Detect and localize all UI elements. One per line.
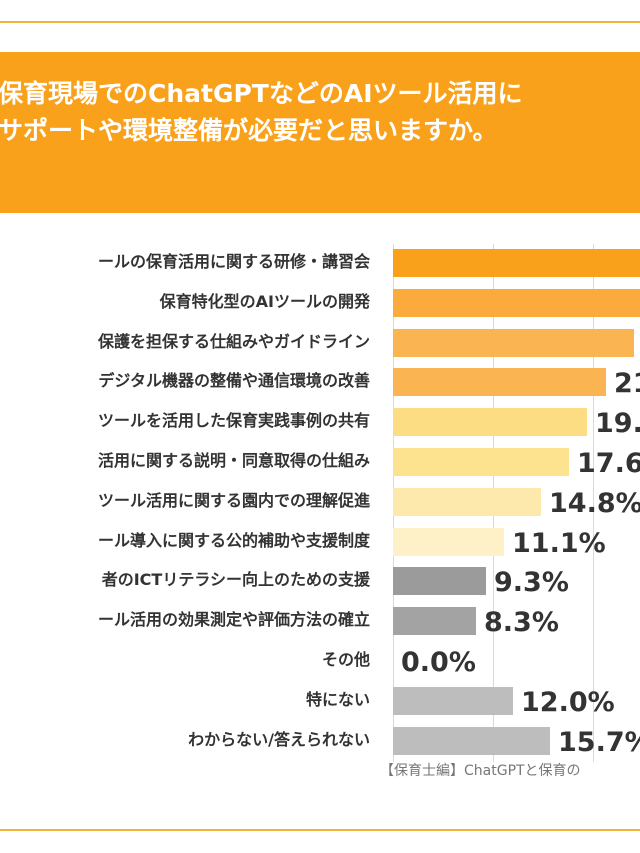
bar bbox=[393, 288, 640, 317]
source-note: 【保育士編】ChatGPTと保育の bbox=[380, 763, 581, 779]
bar bbox=[393, 408, 587, 437]
category-label: ール活用の効果測定や評価方法の確立 bbox=[97, 610, 370, 630]
value-label: 8.3% bbox=[484, 607, 559, 639]
category-label: ツール活用に関する園内での理解促進 bbox=[97, 490, 370, 510]
bar bbox=[393, 368, 606, 397]
value-label: 21. bbox=[614, 368, 640, 400]
category-label: 活用に関する説明・同意取得の仕組み bbox=[97, 451, 370, 470]
category-label: ール導入に関する公的補助や支援制度 bbox=[97, 530, 370, 550]
bar bbox=[393, 726, 550, 755]
bar bbox=[393, 607, 476, 636]
title-line-2: サポートや環境整備が必要だと思いますか。 bbox=[0, 116, 498, 145]
category-label: 特にない bbox=[305, 689, 370, 709]
value-label: 9.3% bbox=[494, 567, 569, 599]
value-label: 0.0% bbox=[401, 647, 476, 678]
category-label: ールの保育活用に関する研修・講習会 bbox=[97, 252, 370, 271]
category-label: 保護を担保する仕組みやガイドライン bbox=[97, 331, 370, 351]
category-label: ツールを活用した保育実践事例の共有 bbox=[97, 411, 370, 431]
top-rule bbox=[0, 21, 640, 23]
value-label: 12.0% bbox=[521, 686, 615, 718]
bar bbox=[393, 328, 634, 357]
bottom-rule bbox=[0, 829, 640, 831]
category-label: わからない/答えられない bbox=[188, 729, 370, 749]
bar bbox=[393, 448, 569, 476]
title-banner: 保育現場でのChatGPTなどのAIツール活用に サポートや環境整備が必要だと思… bbox=[0, 52, 640, 213]
value-label: 19. bbox=[595, 408, 640, 440]
category-label: デジタル機器の整備や通信環境の改善 bbox=[98, 371, 370, 391]
value-label: 11.1% bbox=[512, 527, 606, 559]
value-label: 17.6 bbox=[577, 448, 640, 479]
bar bbox=[393, 527, 504, 556]
category-label: 保育特化型のAIツールの開発 bbox=[159, 291, 370, 311]
category-label: その他 bbox=[321, 650, 370, 669]
bar bbox=[393, 487, 541, 516]
bar bbox=[393, 249, 640, 277]
title-line-1: 保育現場でのChatGPTなどのAIツール活用に bbox=[0, 79, 523, 108]
value-label: 14.8% bbox=[549, 487, 640, 519]
title-line-3: ） bbox=[0, 155, 11, 185]
category-label: 者のICTリテラシー向上のための支援 bbox=[101, 570, 370, 590]
bar bbox=[393, 686, 513, 715]
bar bbox=[393, 567, 486, 596]
value-label: 15.7% bbox=[558, 726, 640, 758]
gridline bbox=[593, 244, 594, 762]
